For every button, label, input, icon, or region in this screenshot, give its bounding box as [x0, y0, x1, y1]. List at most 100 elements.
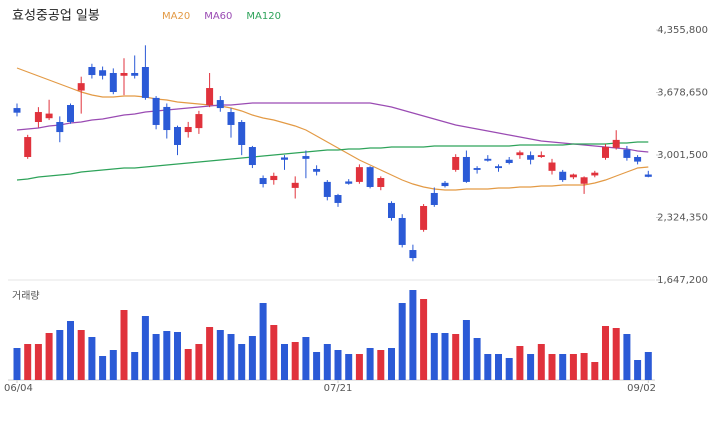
volume-bar [77, 330, 85, 380]
candle-body [67, 105, 74, 123]
volume-bar [141, 316, 149, 380]
volume-bar [313, 352, 321, 380]
volume-bar [623, 334, 631, 380]
candle-body [334, 195, 342, 203]
volume-bar [174, 332, 181, 380]
volume-bar [366, 348, 374, 380]
volume-bar [195, 344, 203, 380]
candle-body [398, 217, 406, 245]
x-tick-label: 06/04 [4, 383, 33, 394]
candle-body [516, 152, 524, 156]
y-tick-label: 4,355,800 [657, 25, 708, 36]
volume-bar [612, 328, 620, 380]
volume-bar [302, 337, 310, 380]
volume-bar [99, 356, 107, 380]
volume-bar [270, 325, 278, 380]
volume-bar [591, 362, 599, 380]
candle-body [644, 174, 652, 177]
x-tick-label: 07/21 [324, 383, 353, 394]
candle-body [623, 149, 631, 158]
candle-body [527, 155, 535, 160]
volume-bar [548, 354, 556, 380]
candle-body [462, 156, 470, 182]
volume-bar [88, 337, 96, 380]
candle-body [163, 106, 171, 131]
legend-entry: MA120 [246, 11, 281, 22]
volume-bar [527, 354, 535, 380]
candle-body [355, 167, 363, 182]
candle-body [99, 70, 107, 76]
volume-label: 거래량 [12, 290, 40, 302]
volume-bar [430, 333, 438, 380]
candle-body [120, 72, 128, 76]
legend-entry: MA60 [204, 11, 232, 22]
candle-body [430, 192, 438, 205]
volume-bar [56, 330, 64, 380]
volume-bar [495, 354, 502, 380]
candle-body [484, 158, 492, 161]
volume-bar [13, 348, 21, 380]
volume-bar [644, 352, 652, 380]
volume-bar [473, 338, 481, 380]
volume-bar [120, 310, 128, 380]
volume-bar [45, 333, 53, 380]
volume-bar [355, 354, 363, 380]
candle-body [195, 114, 203, 129]
y-tick-label: 1,647,200 [657, 275, 708, 286]
volume-bar [409, 290, 417, 380]
candle-body [13, 108, 21, 113]
volume-bar [569, 354, 577, 380]
candle-body [612, 139, 620, 148]
candle-body [152, 97, 160, 125]
y-tick-label: 2,324,350 [657, 213, 708, 224]
candle-body [141, 66, 149, 98]
candle-body [452, 156, 460, 170]
volume-bar [388, 348, 395, 380]
y-tick-label: 3,678,650 [657, 88, 708, 99]
candle-body [495, 166, 502, 169]
candle-body [77, 83, 85, 91]
volume-bar [420, 299, 428, 380]
chart-title: 효성중공업 일봉 [12, 9, 100, 24]
candle-body [323, 181, 331, 197]
candle-body [388, 202, 395, 218]
ma-line [16, 67, 649, 191]
volume-bar [184, 349, 192, 380]
candle-body [409, 250, 417, 259]
candle-body [88, 66, 96, 76]
candle-body [313, 168, 321, 172]
candle-body [505, 159, 513, 163]
volume-bar [323, 344, 331, 380]
candle-body [302, 156, 310, 159]
volume-bar [291, 342, 299, 380]
candle-body [238, 122, 246, 145]
candle-body [281, 157, 288, 160]
volume-bar [67, 321, 74, 380]
volume-bar [152, 334, 160, 380]
candle-body [366, 167, 374, 187]
volume-bar [163, 331, 171, 380]
candle-body [345, 181, 353, 184]
ma-line [16, 102, 649, 153]
candle-body [548, 162, 556, 171]
candle-body [34, 112, 42, 123]
candle-body [473, 168, 481, 170]
volume-bar [259, 303, 267, 380]
volume-bar [602, 326, 609, 380]
candle-body [216, 100, 224, 109]
volume-bar [24, 344, 32, 380]
y-tick-label: 3,001,500 [657, 150, 708, 161]
candle-body [634, 156, 642, 162]
candle-body [56, 122, 64, 133]
candle-body [580, 177, 588, 184]
candle-body [174, 126, 181, 145]
volume-bar [377, 350, 385, 380]
volume-bar [216, 330, 224, 380]
x-tick-label: 09/02 [627, 383, 656, 394]
volume-bar [452, 334, 460, 380]
candle-body [184, 126, 192, 133]
volume-bar [537, 344, 545, 380]
candle-body [109, 72, 117, 93]
candle-body [420, 205, 428, 230]
volume-bar [248, 336, 256, 380]
